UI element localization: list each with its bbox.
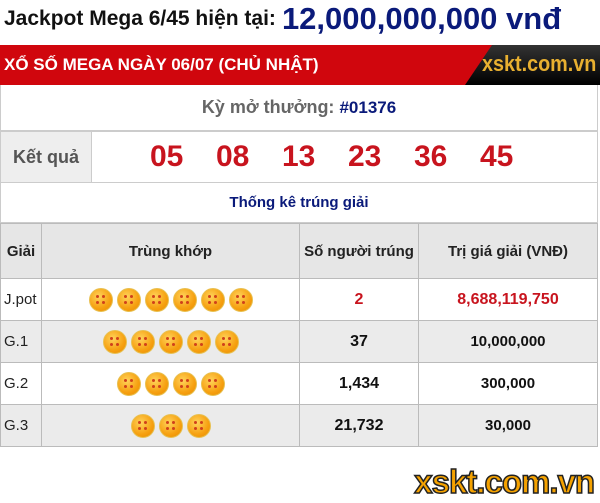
header-prize: Giải [0, 223, 42, 279]
match-balls [41, 320, 300, 363]
ball-icon [116, 287, 141, 312]
result-row: Kết quả 05 08 13 23 36 45 [0, 131, 598, 183]
header-matches: Trùng khớp [41, 223, 300, 279]
prize-name: J.pot [0, 278, 42, 321]
title-bar: XỔ SỐ MEGA NGÀY 06/07 (CHỦ NHẬT) xskt.com… [0, 45, 600, 85]
result-number: 36 [414, 140, 448, 173]
draw-period: Kỳ mở thưởng: #01376 [0, 85, 598, 131]
ball-icon [116, 371, 141, 396]
header-winners: Số người trúng [299, 223, 419, 279]
result-number: 13 [282, 140, 316, 173]
ball-icon [172, 287, 197, 312]
prize-name: G.2 [0, 362, 42, 405]
match-balls [41, 362, 300, 405]
ball-icon [214, 329, 239, 354]
result-number: 45 [480, 140, 514, 173]
site-logo[interactable]: xskt.com.vn [465, 45, 600, 85]
prize-value: 30,000 [418, 404, 598, 447]
winners-count: 1,434 [299, 362, 419, 405]
draw-title: XỔ SỐ MEGA NGÀY 06/07 (CHỦ NHẬT) [4, 55, 319, 74]
prize-name: G.1 [0, 320, 42, 363]
stats-title: Thống kê trúng giải [0, 183, 598, 223]
ball-icon [88, 287, 113, 312]
table-row: G.1 37 10,000,000 [0, 320, 598, 363]
table-row: G.3 21,732 30,000 [0, 404, 598, 447]
ball-icon [172, 371, 197, 396]
jackpot-banner: Jackpot Mega 6/45 hiện tại: 12,000,000,00… [4, 0, 561, 38]
jackpot-value: 12,000,000,000 vnđ [281, 1, 562, 36]
ball-icon [130, 329, 155, 354]
prize-name: G.3 [0, 404, 42, 447]
ball-icon [144, 371, 169, 396]
table-row: J.pot 2 8,688,119,750 [0, 278, 598, 321]
ball-icon [144, 287, 169, 312]
header-value: Trị giá giải (VNĐ) [418, 223, 598, 279]
ball-icon [158, 329, 183, 354]
ball-icon [102, 329, 127, 354]
table-row: G.2 1,434 300,000 [0, 362, 598, 405]
ball-icon [186, 329, 211, 354]
prize-value: 300,000 [418, 362, 598, 405]
match-balls [41, 404, 300, 447]
result-label: Kết quả [1, 132, 92, 182]
winners-count: 37 [299, 320, 419, 363]
result-numbers: 05 08 13 23 36 45 [92, 132, 597, 182]
prize-value: 10,000,000 [418, 320, 598, 363]
result-number: 08 [216, 140, 250, 173]
match-balls [41, 278, 300, 321]
ball-icon [158, 413, 183, 438]
ball-icon [200, 371, 225, 396]
ball-icon [186, 413, 211, 438]
result-number: 05 [150, 140, 184, 173]
ball-icon [228, 287, 253, 312]
winners-count: 21,732 [299, 404, 419, 447]
draw-period-label: Kỳ mở thưởng: [201, 97, 335, 117]
ball-icon [200, 287, 225, 312]
prize-table: Giải Trùng khớp Số người trúng Trị giá g… [0, 223, 598, 447]
ball-icon [130, 413, 155, 438]
draw-id: #01376 [339, 98, 397, 117]
watermark-logo: xskt.com.vn [414, 462, 596, 501]
prize-value: 8,688,119,750 [418, 278, 598, 321]
winners-count: 2 [299, 278, 419, 321]
result-number: 23 [348, 140, 382, 173]
jackpot-label: Jackpot Mega 6/45 hiện tại: [4, 7, 276, 30]
